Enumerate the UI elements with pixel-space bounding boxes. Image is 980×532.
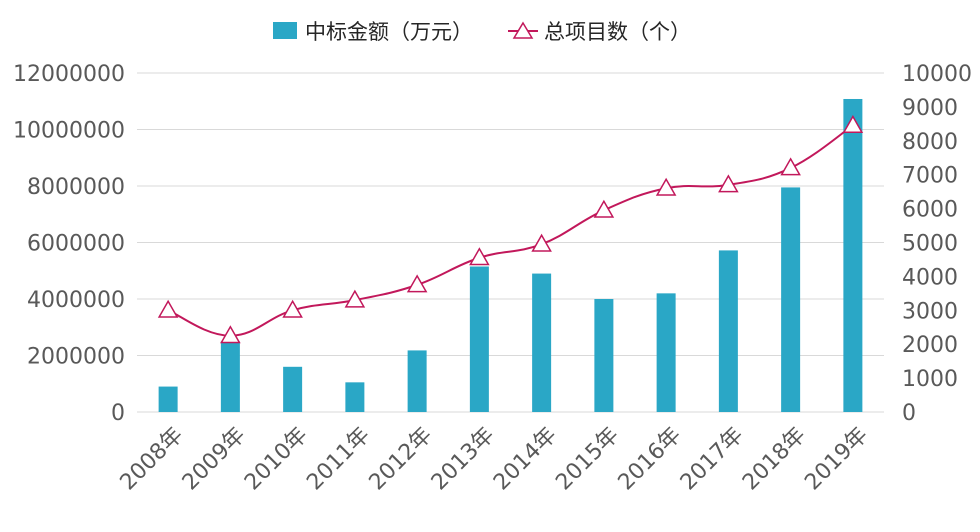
x-tick-label: 2017年 [676, 423, 749, 496]
x-tick-label: 2016年 [614, 423, 687, 496]
bar [220, 341, 240, 412]
bar [345, 382, 365, 412]
bar [718, 250, 738, 412]
y-axis-left: 0 2000000 4000000 6000000 8000000 10000000 120… [13, 62, 125, 426]
gridlines [137, 72, 884, 413]
line-series [157, 115, 864, 344]
line-point-marker [406, 274, 428, 293]
y-left-tick-label: 4000000 [27, 288, 125, 313]
y-right-tick-label: 8000 [902, 130, 958, 155]
y-left-tick-label: 12000000 [13, 62, 125, 87]
x-tick-label: 2014年 [489, 423, 562, 496]
y-left-tick-label: 8000000 [27, 175, 125, 200]
x-axis: 2008年2009年2010年2011年2012年2013年2014年2015年… [116, 423, 874, 496]
line-point-marker [282, 299, 303, 318]
bar [594, 299, 614, 412]
x-tick-label: 2012年 [365, 423, 438, 496]
y-left-tick-label: 10000000 [13, 119, 125, 144]
x-tick-label: 2019年 [800, 423, 873, 496]
line-point-marker [157, 299, 179, 318]
bar [532, 273, 552, 412]
y-right-tick-label: 7000 [902, 164, 958, 189]
y-left-tick-label: 2000000 [27, 345, 125, 370]
bar-series [158, 98, 863, 413]
line-point-marker [780, 157, 801, 176]
y-left-tick-label: 0 [111, 401, 125, 426]
legend-swatch-bar [273, 22, 297, 39]
x-tick-label: 2008年 [116, 423, 189, 496]
line-point-marker [220, 325, 241, 344]
legend-swatch-marker [512, 21, 534, 39]
bar [407, 350, 427, 412]
line-point-marker [344, 289, 366, 308]
legend-label-bar: 中标金额（万元） [305, 20, 473, 44]
y-left-tick-label: 6000000 [27, 232, 125, 257]
y-right-tick-label: 10000 [902, 62, 972, 87]
bar [283, 366, 303, 412]
bar [781, 187, 801, 412]
x-tick-label: 2010年 [240, 423, 313, 496]
y-axis-right: 0 1000 2000 3000 4000 5000 6000 7000 8000 9000 100… [902, 62, 972, 426]
bar [158, 386, 178, 412]
y-right-tick-label: 4000 [902, 265, 958, 290]
y-right-tick-label: 3000 [902, 299, 958, 324]
line-point-marker [655, 177, 677, 196]
legend: 中标金额（万元） 总项目数（个） [273, 20, 691, 44]
bar [843, 98, 863, 413]
line-point-marker [531, 233, 552, 252]
y-right-tick-label: 9000 [902, 96, 958, 121]
bar [469, 266, 489, 412]
bar [656, 293, 676, 412]
y-right-tick-label: 2000 [902, 333, 958, 358]
legend-label-line: 总项目数（个） [544, 20, 691, 44]
x-tick-label: 2015年 [551, 423, 624, 496]
y-right-tick-label: 6000 [902, 198, 958, 223]
x-tick-label: 2018年 [738, 423, 811, 496]
line-point-marker [718, 174, 739, 193]
x-tick-label: 2011年 [302, 423, 375, 496]
y-right-tick-label: 5000 [902, 232, 958, 257]
series-line [167, 124, 854, 337]
x-tick-label: 2013年 [427, 423, 500, 496]
y-right-tick-label: 0 [902, 401, 916, 426]
line-point-marker [593, 199, 615, 218]
y-right-tick-label: 1000 [902, 367, 958, 392]
line-point-marker [842, 115, 864, 134]
line-point-marker [469, 247, 490, 266]
x-tick-label: 2009年 [178, 423, 251, 496]
